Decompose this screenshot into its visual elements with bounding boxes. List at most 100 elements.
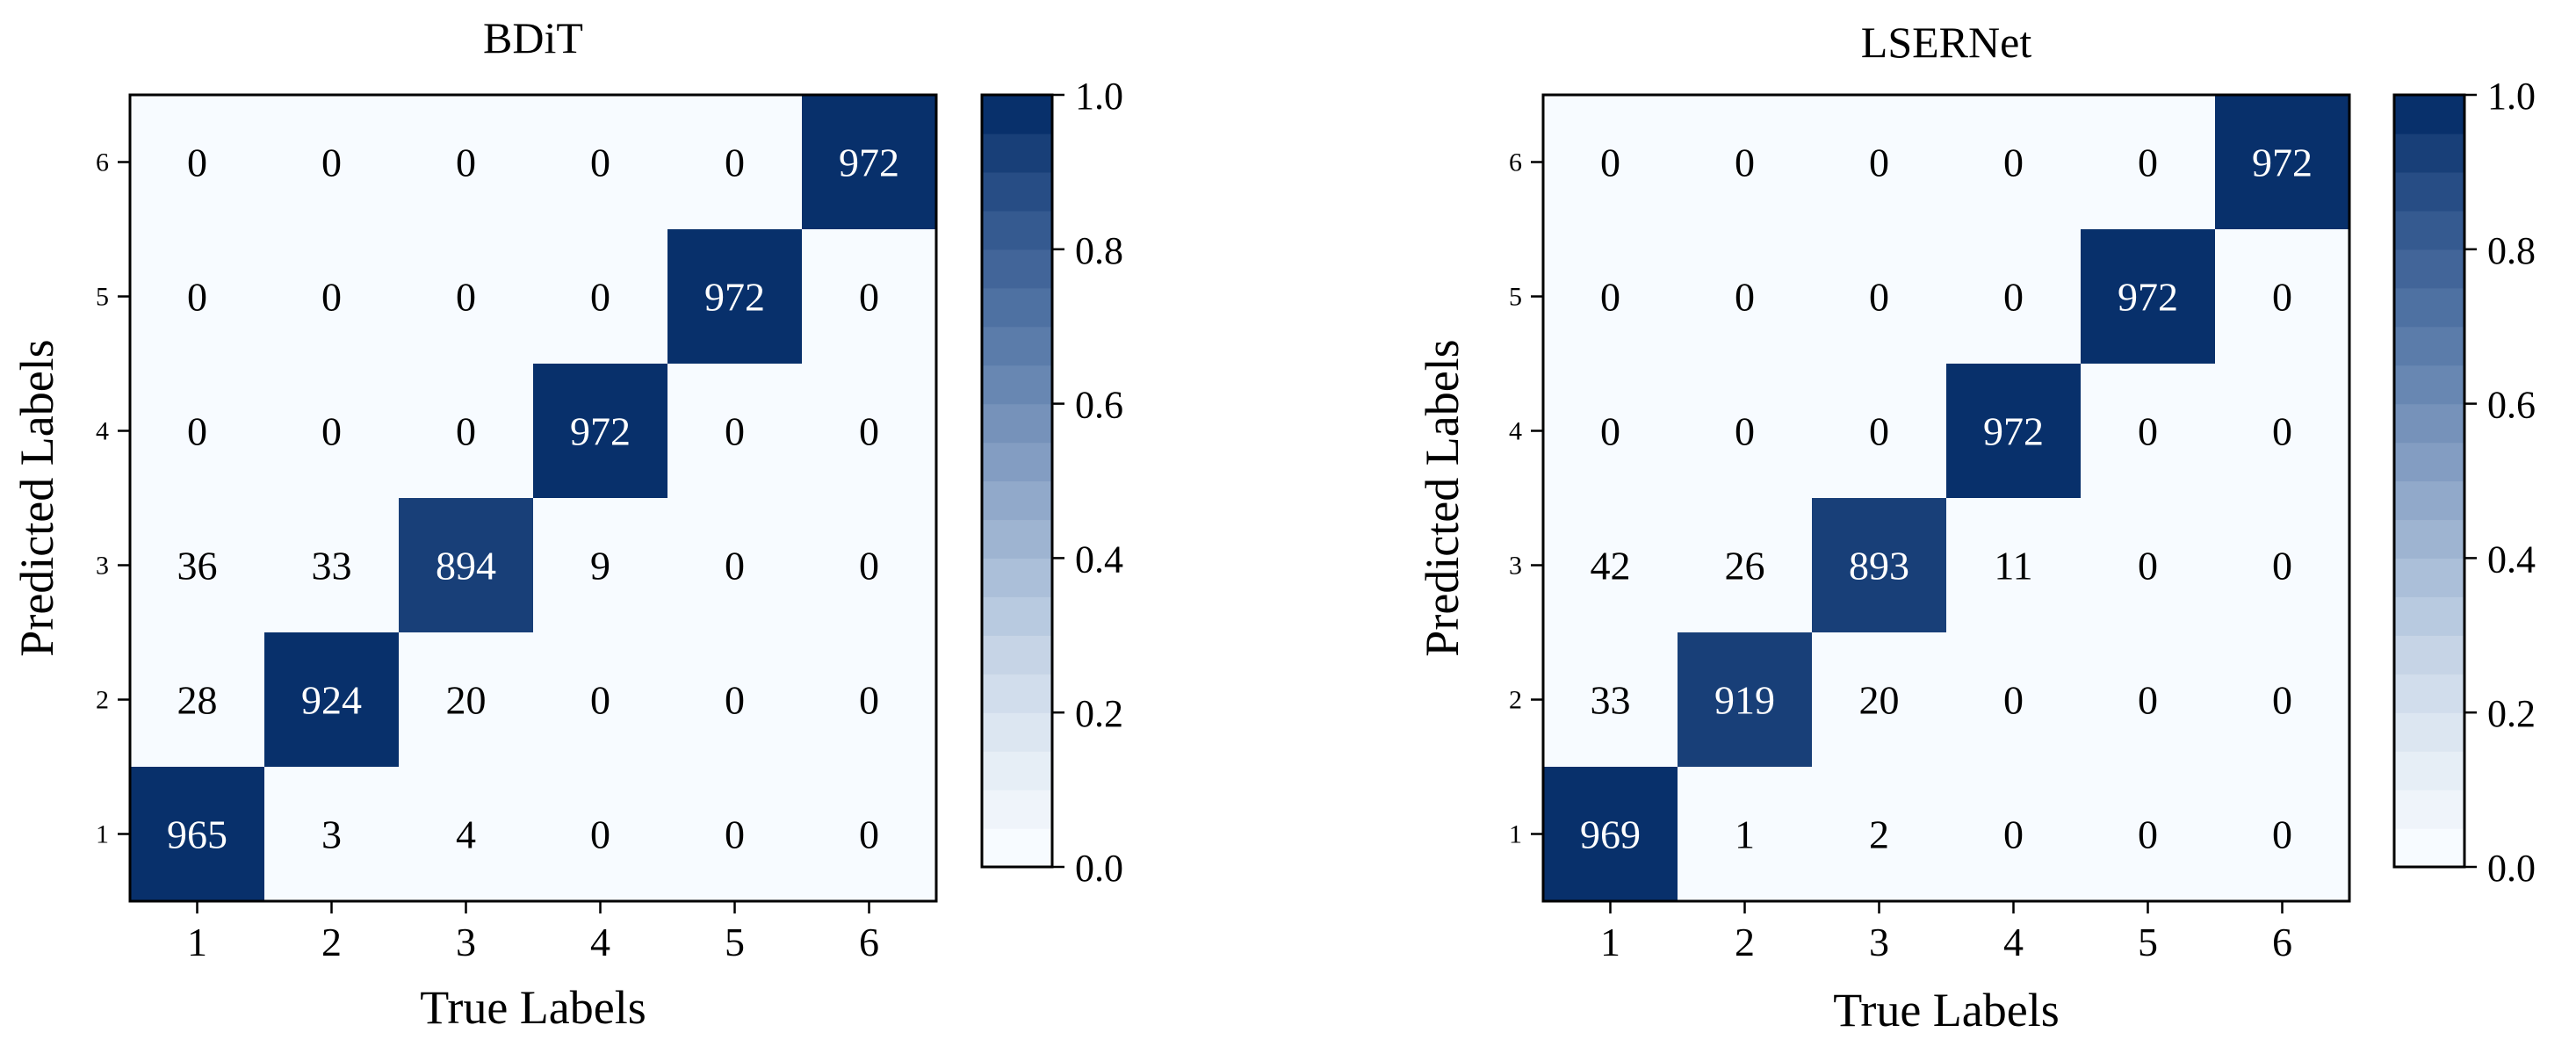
- heatmap-cell: [2215, 229, 2349, 364]
- cell-value: 969: [1580, 812, 1641, 857]
- y-tick-label: 2: [1509, 686, 1522, 715]
- colorbar-segment: [982, 403, 1052, 444]
- heatmap-cell: [399, 498, 533, 632]
- heatmap-cell: [802, 767, 936, 901]
- cell-value: 0: [725, 409, 745, 454]
- colorbar-segment: [982, 712, 1052, 752]
- cell-value: 0: [590, 275, 610, 320]
- colorbar-segment: [982, 171, 1052, 212]
- colorbar-segment: [982, 133, 1052, 173]
- heatmap-cell: [802, 229, 936, 364]
- heatmap-cell: [1678, 364, 1812, 498]
- cell-value: 0: [2272, 275, 2292, 320]
- heatmap-cell: [264, 95, 399, 229]
- colorbar-segment: [982, 828, 1052, 868]
- heatmap-cell: [1543, 95, 1678, 229]
- cell-value: 0: [725, 812, 745, 857]
- cell-value: 28: [177, 678, 218, 723]
- x-tick-label: 5: [2138, 920, 2158, 964]
- cell-value: 9: [590, 544, 610, 588]
- heatmap-cell: [264, 364, 399, 498]
- heatmap-cell: [2081, 95, 2215, 229]
- cell-value: 0: [725, 678, 745, 723]
- cell-value: 20: [1859, 678, 1900, 723]
- heatmap-cell: [1543, 632, 1678, 767]
- heatmap-cell: [264, 498, 399, 632]
- heatmap-cell: [667, 498, 802, 632]
- cell-value: 0: [2272, 812, 2292, 857]
- cell-value: 924: [301, 678, 362, 723]
- heatmap-cell: [1678, 632, 1812, 767]
- colorbar-segment: [2394, 287, 2464, 328]
- heatmap-cell: [1946, 632, 2081, 767]
- heatmap-cell: [2081, 767, 2215, 901]
- heatmap-cell: [1946, 767, 2081, 901]
- cell-value: 0: [859, 409, 879, 454]
- heatmap-cell: [130, 229, 264, 364]
- x-tick-label: 2: [1735, 920, 1755, 964]
- cell-value: 0: [456, 275, 476, 320]
- heatmap-cell: [1543, 229, 1678, 364]
- colorbar-segment: [2394, 828, 2464, 868]
- colorbar-segment: [982, 210, 1052, 250]
- cell-value: 0: [2003, 141, 2024, 185]
- cell-value: 0: [1735, 141, 1755, 185]
- colorbar-tick-label: 0.2: [2487, 692, 2536, 735]
- heatmap-cell: [667, 632, 802, 767]
- cell-value: 0: [859, 678, 879, 723]
- colorbar-segment: [2394, 712, 2464, 752]
- colorbar-segment: [2394, 558, 2464, 597]
- colorbar-segment: [982, 790, 1052, 829]
- cell-value: 965: [167, 812, 227, 857]
- cell-value: 893: [1849, 544, 1909, 588]
- colorbar-segment: [982, 442, 1052, 482]
- heatmap-cell: [2215, 767, 2349, 901]
- heatmap-cell: [1946, 364, 2081, 498]
- heatmap-cell: [802, 95, 936, 229]
- colorbar-segment: [2394, 171, 2464, 212]
- heatmap-cell: [2081, 364, 2215, 498]
- cell-value: 972: [839, 141, 899, 185]
- cell-value: 11: [1994, 544, 2032, 588]
- colorbar-segment: [2394, 133, 2464, 173]
- heatmap-cell: [2081, 632, 2215, 767]
- colorbar-segment: [982, 480, 1052, 521]
- heatmap-cell: [2215, 632, 2349, 767]
- x-tick-label: 6: [2272, 920, 2292, 964]
- cell-value: 0: [187, 275, 207, 320]
- colorbar-segment: [2394, 365, 2464, 405]
- x-axis-label: True Labels: [420, 981, 646, 1034]
- cell-value: 4: [456, 812, 476, 857]
- heatmap-cell: [1946, 229, 2081, 364]
- colorbar-frame: [2392, 93, 2466, 869]
- heatmap-cell: [1812, 364, 1946, 498]
- colorbar-segment: [2394, 442, 2464, 482]
- cell-value: 0: [590, 812, 610, 857]
- y-tick-label: 5: [96, 283, 109, 312]
- heatmap-cell: [264, 767, 399, 901]
- heatmap-cell: [802, 498, 936, 632]
- colorbar-tick-label: 0.0: [2487, 847, 2536, 890]
- heatmap-cell: [399, 229, 533, 364]
- colorbar-segment: [2394, 790, 2464, 829]
- y-tick-label: 2: [96, 686, 109, 715]
- heatmap-cell: [802, 632, 936, 767]
- heatmap-cell: [399, 364, 533, 498]
- cell-value: 0: [456, 141, 476, 185]
- cell-value: 0: [321, 275, 342, 320]
- cell-value: 972: [704, 275, 765, 320]
- chart-title: BDiT: [483, 13, 583, 62]
- cell-value: 0: [725, 544, 745, 588]
- colorbar-segment: [2394, 95, 2464, 134]
- colorbar-segment: [982, 558, 1052, 597]
- cell-value: 2: [1869, 812, 1889, 857]
- colorbar-segment: [2394, 326, 2464, 366]
- cell-value: 0: [2138, 409, 2158, 454]
- colorbar-segment: [2394, 674, 2464, 713]
- heatmap-cell: [802, 364, 936, 498]
- heatmap-cell: [130, 364, 264, 498]
- colorbar-segment: [982, 249, 1052, 289]
- x-tick-label: 5: [725, 920, 745, 964]
